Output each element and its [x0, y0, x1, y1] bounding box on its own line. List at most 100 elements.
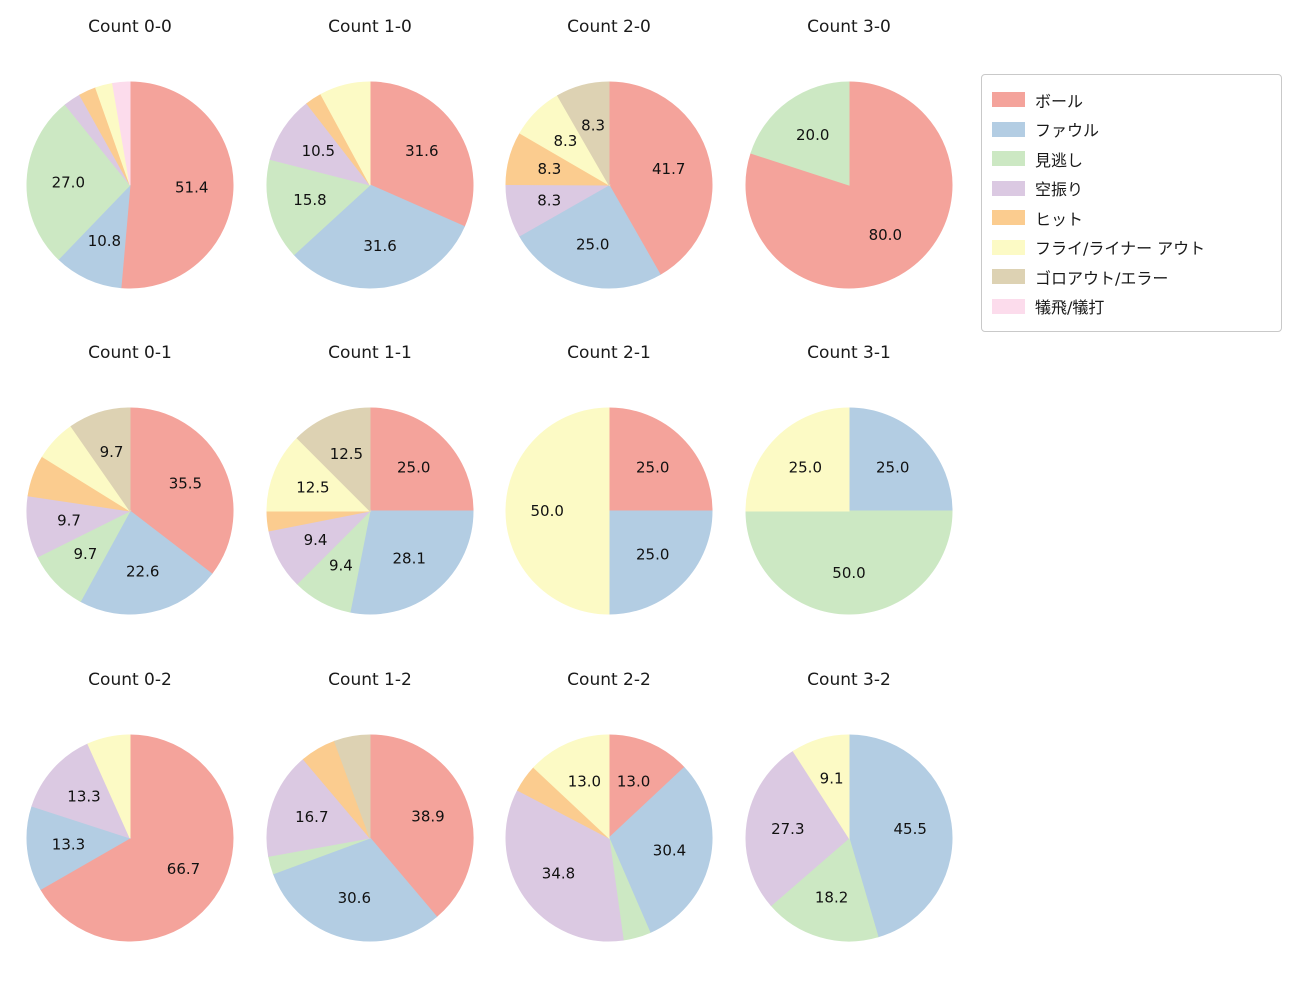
pie-chart-count-0-2: 66.7 13.3 13.3: [26, 734, 234, 942]
pie-slice-percent-label: 8.3: [537, 160, 561, 178]
pie-slice: [266, 758, 371, 857]
pie-slice: [792, 734, 850, 840]
pie-slice-percent-label: 12.5: [296, 478, 329, 496]
pie-slice: [518, 184, 661, 289]
chart-title: Count 3-1: [807, 343, 891, 363]
pie-chart-count-2-1: 25.0 25.0 50.0: [505, 407, 713, 615]
pie-slice-percent-label: 25.0: [876, 458, 909, 476]
pie-slice: [333, 734, 371, 839]
pie-slice-percent-label: 38.9: [411, 808, 444, 826]
pie-slice: [269, 102, 372, 186]
pie-slice-percent-label: 15.8: [293, 191, 326, 209]
chart-title: Count 0-2: [88, 670, 172, 690]
pie-slice-percent-label: 41.7: [652, 160, 685, 178]
pie-slice: [505, 407, 610, 615]
pie-slice-percent-label: 13.0: [568, 772, 601, 790]
legend-item: 空振り: [992, 174, 1271, 204]
pie-slice: [293, 184, 465, 289]
pie-slice: [533, 734, 610, 840]
legend-label: ゴロアウト/エラー: [1035, 268, 1169, 288]
pie-slice: [349, 510, 474, 615]
pie-slice-percent-label: 13.3: [52, 835, 85, 853]
pie-slice-percent-label: 34.8: [542, 865, 575, 883]
chart-cell-count-0-1: Count 0-1 35.5 22.6 9.7 9.7 9.7: [10, 342, 250, 616]
pie-slice-percent-label: 51.4: [175, 179, 208, 197]
chart-cell-count-2-2: Count 2-2 13.0 30.4 34.8 13.0: [489, 669, 729, 943]
pie-slice: [608, 81, 713, 276]
pie-slice-percent-label: 18.2: [815, 888, 848, 906]
pie-slice-percent-label: 35.5: [169, 475, 202, 493]
legend-swatch: [992, 180, 1025, 196]
pie-chart-count-3-0: 80.0 20.0: [745, 81, 953, 289]
pie-slice-percent-label: 20.0: [796, 126, 829, 144]
pie-slice-percent-label: 50.0: [832, 564, 865, 582]
pie-slice-percent-label: 9.4: [304, 531, 328, 549]
pie-slice-percent-label: 9.1: [820, 770, 844, 788]
pie-slice-percent-label: 25.0: [636, 458, 669, 476]
chart-title: Count 0-0: [88, 17, 172, 37]
chart-title: Count 3-2: [807, 670, 891, 690]
pie-slice: [556, 81, 610, 187]
pie-slice-percent-label: 9.7: [73, 545, 97, 563]
chart-cell-count-1-1: Count 1-1 25.0 28.1 9.4 9.4 12.5 12.5: [250, 342, 490, 616]
pie-slice: [87, 734, 131, 839]
pie-slice-percent-label: 45.5: [893, 820, 926, 838]
pie-slice-percent-label: 30.6: [338, 889, 371, 907]
legend-label: ヒット: [1035, 209, 1084, 229]
chart-cell-count-3-2: Count 3-2 45.5 18.2 27.3 9.1: [729, 669, 969, 943]
pie-chart-count-1-1: 25.0 28.1 9.49.4 12.512.5: [266, 407, 474, 615]
legend-swatch: [992, 298, 1025, 314]
pie-slice-percent-label: 8.3: [553, 132, 577, 150]
pie-slice: [79, 510, 213, 615]
pie-slice-percent-label: 66.7: [167, 860, 200, 878]
pie-slice: [320, 81, 371, 186]
chart-cell-count-1-0: Count 1-0 31.6 31.6 15.8 10.5: [250, 16, 490, 290]
pie-slice-percent-label: 31.6: [405, 142, 438, 160]
pie-slice: [745, 510, 953, 615]
legend-item: フライ/ライナー アウト: [992, 233, 1271, 263]
pie-chart-count-0-1: 35.5 22.6 9.7 9.7 9.7: [26, 407, 234, 615]
legend-swatch: [992, 92, 1025, 108]
pie-slice-percent-label: 28.1: [392, 550, 425, 568]
pie-slice-percent-label: 25.0: [576, 236, 609, 254]
pie-slice: [120, 81, 234, 289]
pie-slice: [745, 407, 850, 512]
pie-slice-percent-label: 8.3: [581, 116, 605, 134]
legend-swatch: [992, 269, 1025, 285]
pie-slice: [31, 743, 131, 839]
legend-label: 空振り: [1035, 180, 1084, 200]
chart-cell-count-2-1: Count 2-1 25.0 25.0 50.0: [489, 342, 729, 616]
pie-chart-count-1-2: 38.9 30.6 16.7: [266, 734, 474, 942]
pie-slice: [57, 183, 131, 289]
legend-swatch: [992, 239, 1025, 255]
pie-slice-percent-label: 27.0: [52, 173, 85, 191]
pie-chart-count-2-0: 41.725.08.38.38.38.3: [505, 81, 713, 289]
pie-slice: [608, 734, 685, 840]
legend-item: ファウル: [992, 115, 1271, 145]
pie-slice: [40, 734, 234, 942]
pie-slice-percent-label: 10.5: [302, 142, 335, 160]
pie-slice: [70, 407, 131, 513]
pie-slice: [266, 437, 372, 512]
chart-title: Count 3-0: [807, 17, 891, 37]
pie-slice: [745, 750, 850, 907]
legend-label: フライ/ライナー アウト: [1035, 239, 1206, 259]
legend-swatch: [992, 210, 1025, 226]
pie-slice-percent-label: 8.3: [537, 192, 561, 210]
pie-slice-percent-label: 25.0: [397, 458, 430, 476]
legend-item: ヒット: [992, 203, 1271, 233]
pie-slice-percent-label: 9.4: [329, 557, 353, 575]
pie-slice: [750, 81, 850, 186]
pie-slice-percent-label: 13.3: [67, 788, 100, 806]
pie-slice: [26, 104, 131, 260]
chart-title: Count 2-2: [567, 670, 651, 690]
pie-slice-percent-label: 25.0: [636, 546, 669, 564]
chart-title: Count 2-0: [567, 17, 651, 37]
chart-cell-count-3-1: Count 3-1 25.0 50.0 25.0: [729, 342, 969, 616]
pie-slice: [266, 158, 372, 256]
legend-item: ボール: [992, 85, 1271, 115]
chart-cell-count-1-2: Count 1-2 38.9 30.6 16.7: [250, 669, 490, 943]
chart-cell-count-2-0: Count 2-0 41.7 25.0 8.3 8.3 8.3 8.3: [489, 16, 729, 290]
pie-slice-percent-label: 31.6: [363, 237, 396, 255]
pie-chart-count-0-0: 51.4 10.8 27.0: [26, 81, 234, 289]
